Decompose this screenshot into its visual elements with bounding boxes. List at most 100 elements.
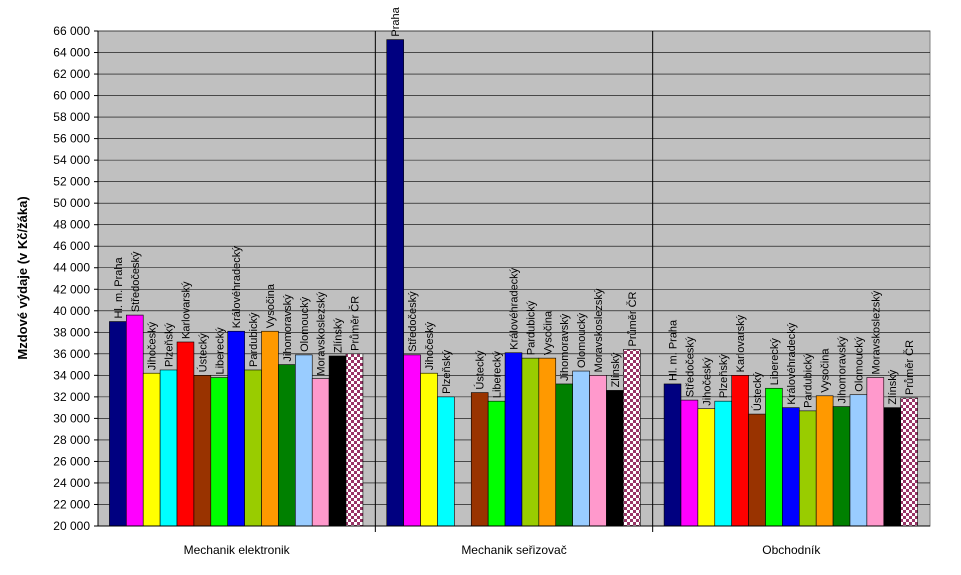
bar-label: Liberecký	[214, 327, 226, 375]
bar	[663, 383, 682, 527]
y-tick-label: 34 000	[53, 368, 90, 382]
y-tick-label: 40 000	[53, 304, 90, 318]
bar	[680, 399, 699, 527]
category-label: Obchodník	[762, 543, 821, 557]
y-tick-label: 62 000	[53, 67, 90, 81]
bar-label: Jihomoravský	[559, 313, 571, 381]
bar-label: Praha	[390, 6, 402, 36]
bar	[311, 378, 330, 527]
bar	[849, 394, 868, 527]
bar-label: Liberecký	[492, 351, 504, 399]
y-axis-ticks: 20 000 22 000 24 000 26 000 28 000 30 000 32 0…	[53, 24, 98, 533]
y-tick-label: 66 000	[53, 24, 90, 38]
y-tick-label: 60 000	[53, 89, 90, 103]
bar-label: Vysočina	[820, 348, 832, 393]
bar	[697, 408, 716, 527]
bar	[109, 321, 127, 527]
y-tick-label: 56 000	[53, 132, 90, 146]
bar	[798, 410, 817, 527]
bar-label: Královéhradecký	[786, 322, 798, 404]
bar	[437, 396, 455, 527]
bar	[731, 375, 749, 527]
bar-label: Hl. m. Praha	[668, 319, 680, 381]
bar	[606, 390, 624, 527]
bar-label: Jihomoravský	[837, 336, 849, 404]
bar	[487, 400, 506, 527]
bar-label: Jihočeský	[701, 357, 713, 406]
bar	[815, 395, 834, 527]
bar	[572, 370, 590, 527]
bar-label: Karlovarský	[180, 281, 192, 339]
bar-label: Středočeský	[407, 291, 419, 352]
bar-label: Středočeský	[130, 251, 142, 312]
bar	[261, 330, 279, 527]
y-axis-title: Mzdové výdaje (v Kč/žáka)	[15, 196, 30, 359]
bar-label: Průměr ČR	[348, 296, 361, 351]
bar-label: Plzeňský	[164, 322, 176, 367]
y-tick-label: 58 000	[53, 110, 90, 124]
bar	[866, 377, 885, 527]
bar	[193, 375, 212, 527]
bar	[210, 377, 229, 527]
bar	[623, 349, 641, 527]
bar-label: Zlínský	[610, 352, 622, 387]
bar-label: Ústecký	[196, 333, 209, 373]
bar-label: Olomoucký	[853, 336, 865, 392]
bar	[504, 352, 523, 527]
bar-label: Královéhradecký	[231, 246, 243, 328]
bar-label: Ústecký	[474, 350, 487, 390]
bar	[748, 413, 766, 527]
bar-label: Průměr ČR	[903, 340, 916, 395]
bar	[176, 341, 195, 527]
bar-label: Olomoucký	[299, 296, 311, 352]
y-tick-label: 32 000	[53, 390, 90, 404]
bar	[538, 357, 557, 527]
bar-label: Vysočina	[265, 283, 277, 328]
bar-label: Moravskoslezský	[593, 288, 605, 372]
y-tick-label: 44 000	[53, 261, 90, 275]
x-axis-categories: Mechanik elektronik Mechanik seřizovač Obc…	[184, 543, 822, 557]
bar-label: Pardubický	[248, 312, 260, 367]
bar	[295, 354, 313, 527]
bar	[714, 400, 732, 527]
y-tick-label: 30 000	[53, 411, 90, 425]
bar	[420, 372, 438, 527]
bar	[345, 353, 364, 527]
bar-label: Hl. m. Praha	[113, 257, 125, 319]
bar-label: Pardubický	[803, 353, 815, 408]
bar	[142, 372, 161, 527]
bar	[555, 383, 573, 527]
y-tick-label: 42 000	[53, 282, 90, 296]
bar-labels: Hl. m. Praha Středočeský Jihočeský Plzeňský…	[113, 6, 916, 411]
bar	[782, 407, 800, 527]
bar-label: Jihočeský	[147, 321, 159, 370]
bar-label: Olomoucký	[576, 313, 588, 369]
bar-label: Průměr ČR	[626, 291, 639, 346]
bar	[470, 392, 489, 527]
bar-label: Plzeňský	[718, 354, 730, 399]
bar-label: Jihomoravský	[282, 294, 294, 362]
category-label: Mechanik seřizovač	[461, 543, 566, 557]
bar	[521, 357, 540, 527]
bar-label: Královéhradecký	[509, 267, 521, 349]
bar	[328, 355, 347, 527]
bar	[589, 375, 607, 527]
bar	[227, 330, 245, 527]
bar-label: Moravskoslezský	[870, 290, 882, 374]
bar-label: Středočeský	[684, 336, 696, 397]
bar-label: Plzeňský	[441, 349, 453, 394]
bar-label: Moravskoslezský	[316, 291, 328, 375]
y-tick-label: 26 000	[53, 454, 90, 468]
y-tick-label: 36 000	[53, 347, 90, 361]
y-tick-label: 38 000	[53, 325, 90, 339]
y-tick-label: 54 000	[53, 153, 90, 167]
bar	[244, 369, 262, 527]
category-label: Mechanik elektronik	[184, 543, 291, 557]
bar	[832, 406, 851, 527]
bar-label: Vysočina	[542, 310, 554, 355]
bar	[883, 407, 901, 527]
bar-label: Pardubický	[525, 300, 537, 355]
bars	[109, 39, 918, 527]
bar-label: Zlínský	[887, 369, 899, 404]
